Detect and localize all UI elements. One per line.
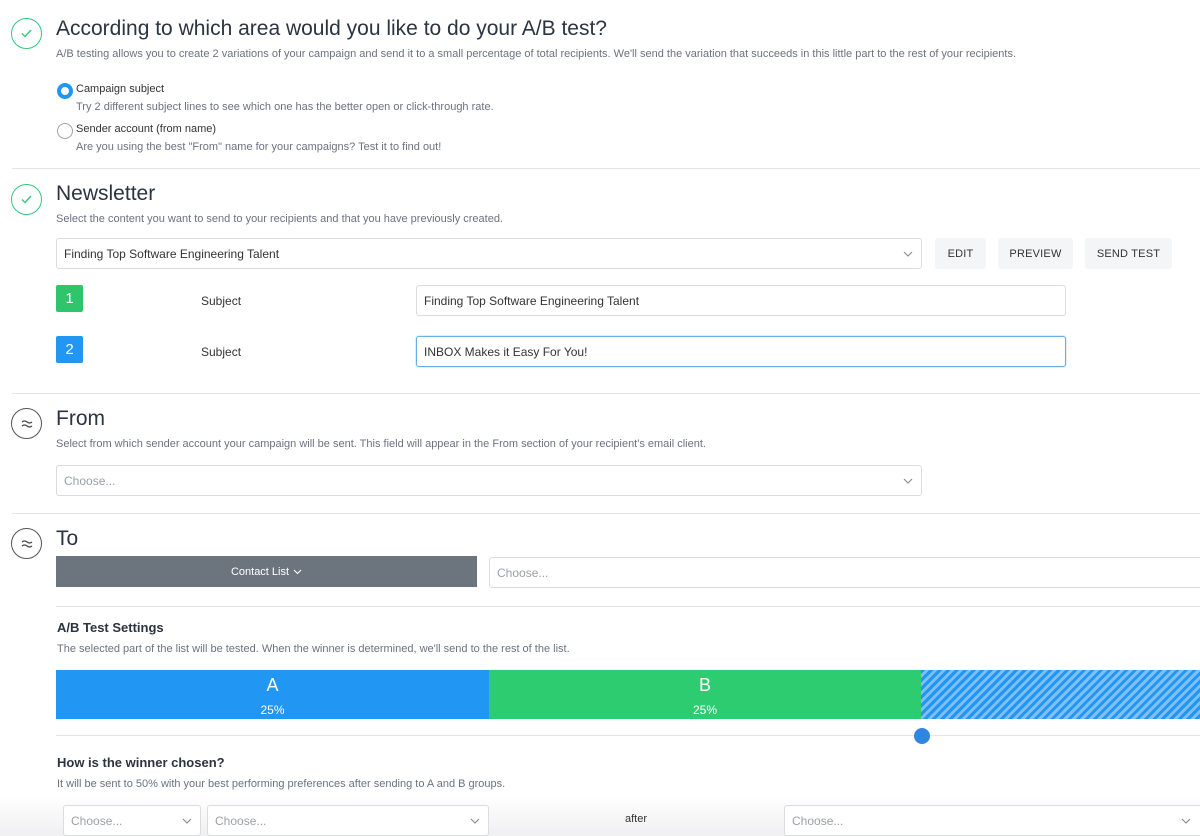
- recipients-placeholder: Choose...: [497, 565, 549, 580]
- campaign-subject-radio[interactable]: [57, 83, 73, 99]
- sender-account-help: Are you using the best "From" name for y…: [76, 141, 442, 153]
- after-label: after: [625, 813, 648, 825]
- newsletter-content-value: Finding Top Software Engineering Talent: [64, 246, 280, 261]
- group-b-bar: B 25%: [489, 670, 921, 719]
- winner-duration-select[interactable]: Choose...: [784, 805, 1200, 836]
- winner-title: How is the winner chosen?: [57, 755, 225, 770]
- group-a-letter: A: [266, 675, 279, 695]
- from-description: Select from which sender account your ca…: [56, 438, 706, 450]
- group-a-percent: 25%: [260, 703, 285, 717]
- step-complete-icon: [11, 184, 42, 215]
- remaining-recipients-bar: [921, 670, 1200, 719]
- group-b-percent: 25%: [692, 703, 718, 717]
- chevron-down-icon: [293, 569, 302, 574]
- winner-metric-select[interactable]: Choose...: [207, 805, 489, 836]
- ab-settings-title: A/B Test Settings: [57, 620, 164, 635]
- from-sender-placeholder: Choose...: [64, 473, 116, 488]
- variant-2-badge: 2: [56, 336, 83, 363]
- winner-criteria-placeholder: Choose...: [71, 813, 123, 828]
- group-b-letter: B: [698, 675, 711, 695]
- variant-1-badge: 1: [56, 285, 83, 312]
- section-divider: [12, 513, 1200, 514]
- chevron-down-icon: [903, 478, 913, 484]
- winner-criteria-select[interactable]: Choose...: [63, 805, 201, 836]
- campaign-subject-help: Try 2 different subject lines to see whi…: [76, 101, 494, 113]
- winner-description: It will be sent to 50% with your best pe…: [57, 778, 506, 790]
- newsletter-description: Select the content you want to send to y…: [56, 213, 503, 225]
- group-a-bar: A 25%: [56, 670, 489, 719]
- ab-settings-description: The selected part of the list will be te…: [57, 643, 570, 655]
- step-complete-icon: [11, 18, 42, 49]
- variant-2-subject-label: Subject: [201, 345, 242, 359]
- ab-area-title: According to which area would you like t…: [56, 17, 607, 40]
- newsletter-content-select[interactable]: Finding Top Software Engineering Talent: [56, 238, 922, 269]
- section-divider: [12, 168, 1200, 169]
- winner-metric-placeholder: Choose...: [215, 813, 267, 828]
- from-sender-select[interactable]: Choose...: [56, 465, 922, 496]
- campaign-subject-label[interactable]: Campaign subject: [76, 83, 165, 95]
- step-pending-icon: [11, 408, 42, 439]
- newsletter-title: Newsletter: [56, 182, 156, 205]
- preview-button[interactable]: PREVIEW: [998, 238, 1073, 269]
- send-test-button[interactable]: SEND TEST: [1085, 238, 1172, 269]
- chevron-down-icon: [182, 818, 192, 824]
- contact-list-dropdown-button[interactable]: Contact List: [56, 556, 477, 587]
- chevron-down-icon: [1181, 818, 1191, 824]
- edit-button[interactable]: EDIT: [935, 238, 986, 269]
- section-divider: [12, 393, 1200, 394]
- variant-1-subject-label: Subject: [201, 294, 242, 308]
- chevron-down-icon: [470, 818, 480, 824]
- recipients-select[interactable]: Choose...: [489, 557, 1200, 588]
- sender-account-radio[interactable]: [57, 123, 73, 139]
- variant-2-subject-input[interactable]: INBOX Makes it Easy For You!: [416, 336, 1066, 367]
- contact-list-label: Contact List: [230, 565, 290, 578]
- step-pending-icon: [11, 528, 42, 559]
- section-divider: [56, 606, 1200, 607]
- variant-1-subject-input[interactable]: Finding Top Software Engineering Talent: [416, 285, 1066, 316]
- winner-duration-placeholder: Choose...: [792, 813, 844, 828]
- from-title: From: [56, 407, 105, 430]
- sender-account-label[interactable]: Sender account (from name): [76, 123, 217, 135]
- ab-area-description: A/B testing allows you to create 2 varia…: [56, 48, 1017, 60]
- chevron-down-icon: [903, 251, 913, 257]
- test-size-slider-handle[interactable]: [914, 728, 930, 744]
- to-title: To: [56, 527, 79, 550]
- section-divider: [56, 735, 1200, 736]
